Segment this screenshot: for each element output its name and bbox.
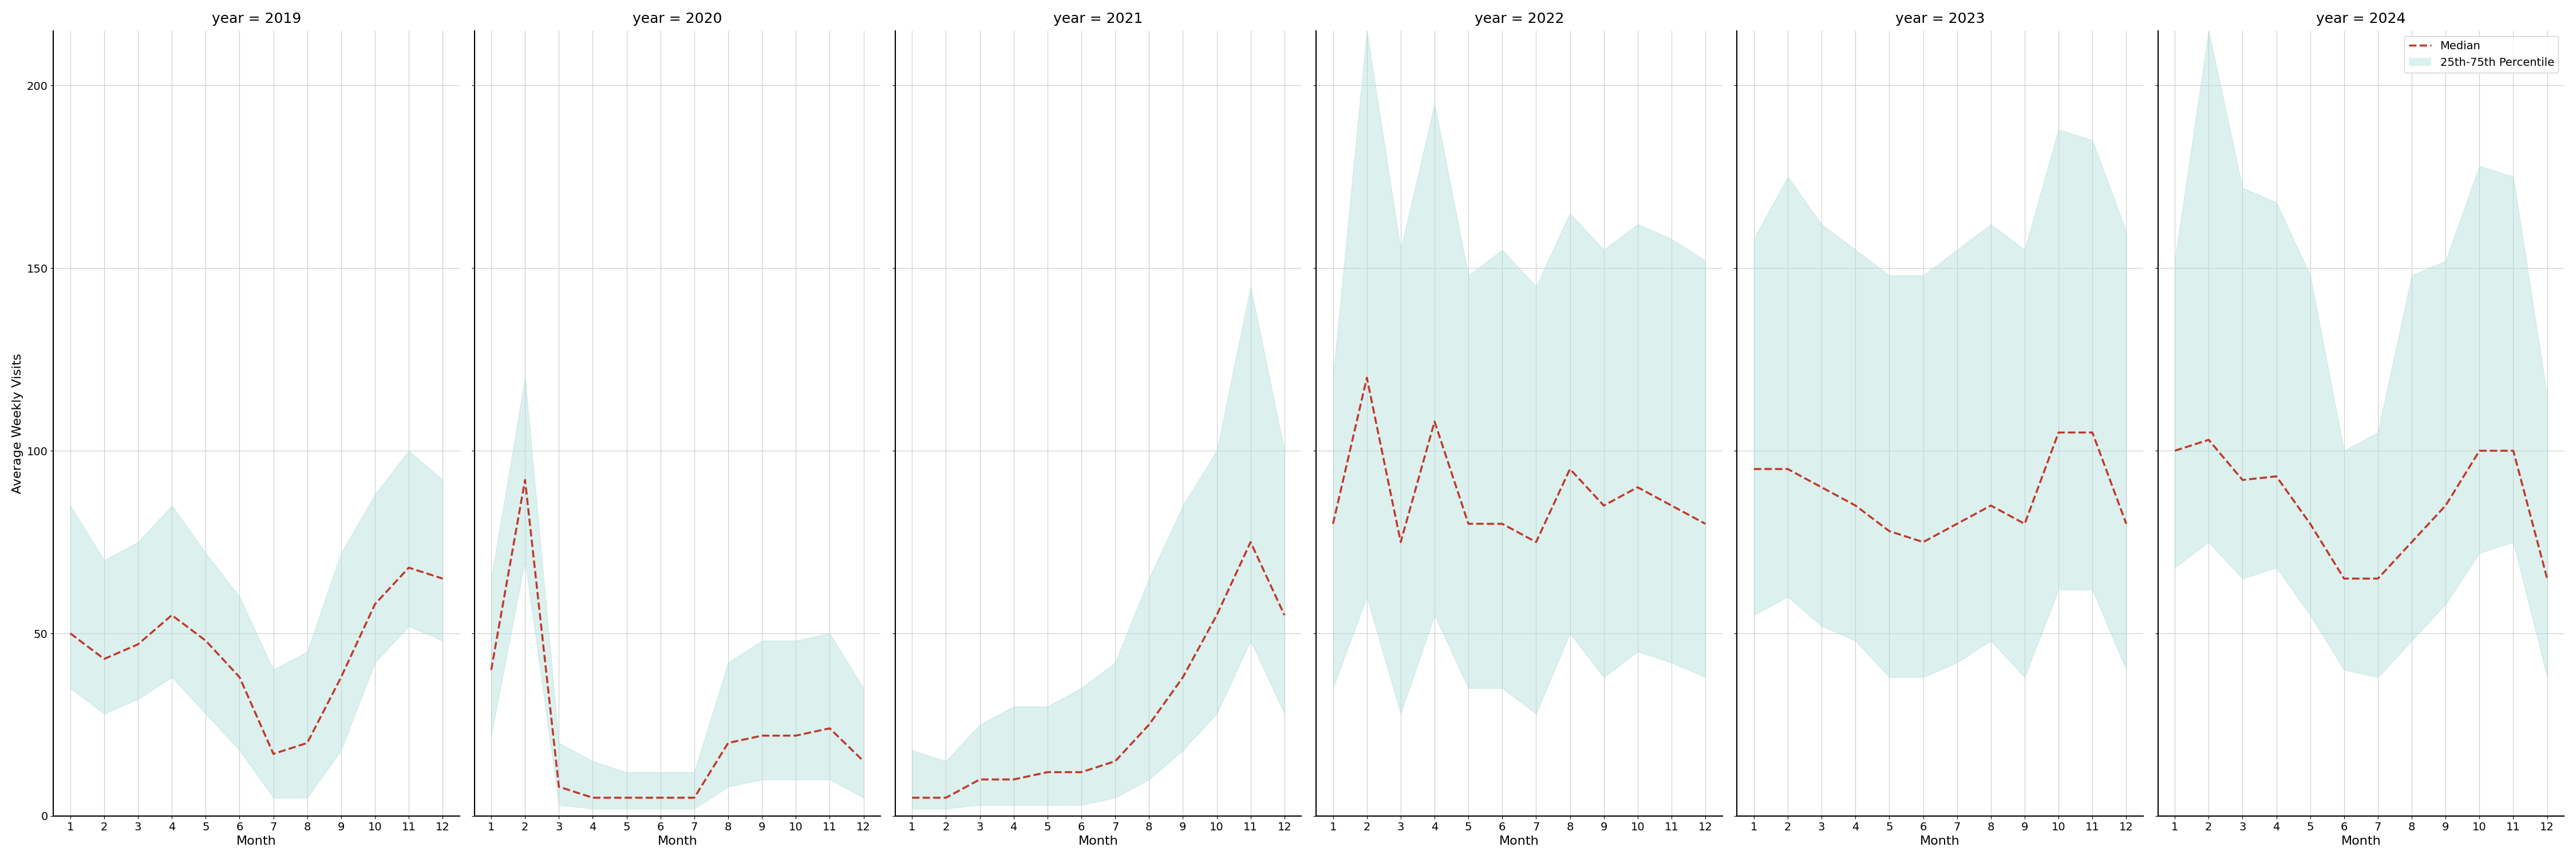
Median [1656, 501, 1687, 511]
Median [2262, 472, 2293, 482]
Title: year = 2021: year = 2021 [1054, 12, 1144, 26]
Median [1839, 501, 1870, 511]
Median [2009, 519, 2040, 529]
Line: Median: Median [70, 568, 443, 754]
Median [1772, 464, 1803, 474]
Title: year = 2022: year = 2022 [1473, 12, 1564, 26]
Median [428, 574, 459, 584]
Median [157, 610, 188, 620]
Median [1486, 519, 1517, 529]
Median [2429, 501, 2460, 511]
Median [477, 665, 507, 675]
Median [2499, 446, 2530, 456]
Median [747, 730, 778, 740]
Median [1976, 501, 2007, 511]
Median [2076, 427, 2107, 437]
Median [1909, 537, 1940, 547]
Median [2043, 427, 2074, 437]
Median [1419, 417, 1450, 427]
Median [2532, 574, 2563, 584]
X-axis label: Month: Month [657, 836, 698, 847]
X-axis label: Month: Month [1499, 836, 1538, 847]
Median [1453, 519, 1484, 529]
Median [848, 756, 878, 766]
Median [2465, 446, 2496, 456]
Median [2295, 519, 2326, 529]
Median [2362, 574, 2393, 584]
Median [191, 636, 222, 646]
X-axis label: Month: Month [1079, 836, 1118, 847]
Title: year = 2024: year = 2024 [2316, 12, 2406, 26]
Line: Median: Median [1754, 432, 2125, 542]
Median [88, 654, 118, 664]
Median [124, 639, 155, 649]
Title: year = 2023: year = 2023 [1896, 12, 1986, 26]
X-axis label: Month: Month [1919, 836, 1960, 847]
Median [644, 793, 675, 803]
Median [2110, 519, 2141, 529]
Line: Median: Median [1332, 378, 1705, 542]
Line: Median: Median [2174, 440, 2548, 579]
Y-axis label: Average Weekly Visits: Average Weekly Visits [13, 353, 23, 494]
X-axis label: Month: Month [2342, 836, 2380, 847]
Line: Median: Median [912, 542, 1285, 798]
Median [2329, 574, 2360, 584]
Median [2192, 435, 2223, 445]
Median [1100, 756, 1131, 766]
Title: year = 2019: year = 2019 [211, 12, 301, 26]
Median [1553, 464, 1584, 474]
Median [2228, 475, 2259, 485]
Median [1234, 537, 1265, 547]
Median [1133, 720, 1164, 730]
Median [714, 738, 744, 748]
Median [1873, 526, 1904, 536]
Median [1066, 767, 1097, 777]
Median [814, 723, 845, 734]
Median [325, 672, 355, 682]
Legend: Median, 25th-75th Percentile: Median, 25th-75th Percentile [2403, 36, 2558, 72]
Median [1270, 610, 1301, 620]
Median [963, 774, 994, 784]
Median [2396, 537, 2427, 547]
Line: Median: Median [492, 480, 863, 798]
Median [1739, 464, 1770, 474]
Median [577, 793, 608, 803]
Median [1942, 519, 1973, 529]
Median [1167, 672, 1198, 682]
Median [1690, 519, 1721, 529]
Median [291, 738, 322, 748]
Median [1589, 501, 1620, 511]
X-axis label: Month: Month [237, 836, 276, 847]
Median [611, 793, 641, 803]
Median [1520, 537, 1551, 547]
Median [2159, 446, 2190, 456]
Median [781, 730, 811, 740]
Median [1806, 482, 1837, 492]
Median [510, 475, 541, 485]
Median [54, 628, 85, 638]
Title: year = 2020: year = 2020 [634, 12, 721, 26]
Median [1352, 373, 1383, 383]
Median [680, 793, 711, 803]
Median [1200, 610, 1231, 620]
Median [1623, 482, 1654, 492]
Median [544, 782, 574, 792]
Median [394, 563, 425, 573]
Median [896, 793, 927, 803]
Median [1386, 537, 1417, 547]
Median [1033, 767, 1064, 777]
Median [997, 774, 1028, 784]
Median [361, 599, 392, 609]
Median [224, 672, 255, 682]
Median [1316, 519, 1347, 529]
Median [930, 793, 961, 803]
Median [258, 749, 289, 759]
